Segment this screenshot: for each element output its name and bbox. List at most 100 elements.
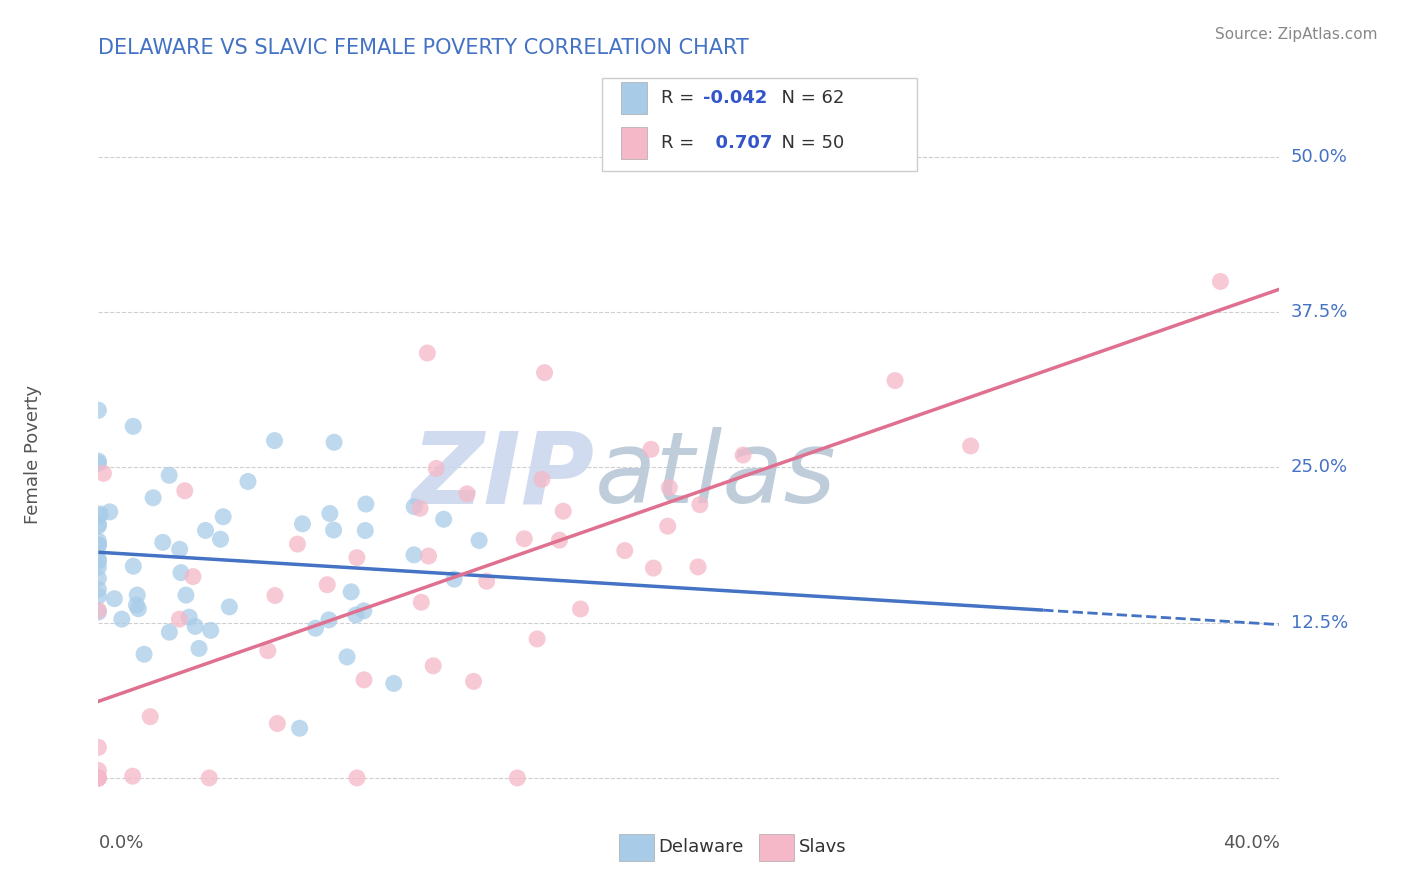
Text: Slavs: Slavs [799,838,846,856]
Point [87,771,110,785]
Point [336,649,359,664]
Point [173,483,195,498]
Point [346,550,368,565]
Point [657,519,679,533]
Point [93,467,115,481]
Point [127,601,149,615]
Text: 0.0%: 0.0% [98,834,143,852]
Point [884,374,907,388]
Point [87,508,110,523]
Point [87,560,110,574]
Point [569,602,592,616]
Point [733,448,755,462]
Point [354,524,377,538]
Point [318,613,340,627]
Point [179,610,201,624]
Point [87,589,110,603]
Text: 0.707: 0.707 [703,134,772,152]
Text: 25.0%: 25.0% [1291,458,1348,476]
Point [87,538,110,552]
Point [98,505,121,519]
Point [353,673,375,687]
Point [111,612,134,626]
Text: 37.5%: 37.5% [1291,303,1348,321]
Point [236,475,259,489]
Text: 12.5%: 12.5% [1291,614,1348,632]
Point [422,658,444,673]
Point [87,582,110,597]
Point [425,461,447,475]
Point [304,621,326,635]
Point [87,456,110,470]
Point [959,439,981,453]
Point [443,572,465,586]
Point [533,366,555,380]
Text: R =: R = [661,134,700,152]
Point [340,585,363,599]
Point [266,716,288,731]
Point [291,516,314,531]
Point [152,535,174,549]
Text: N = 50: N = 50 [770,134,845,152]
Point [87,534,110,549]
Point [87,764,110,778]
Text: Delaware: Delaware [658,838,744,856]
Text: DELAWARE VS SLAVIC FEMALE POVERTY CORRELATION CHART: DELAWARE VS SLAVIC FEMALE POVERTY CORREL… [98,38,749,58]
Point [526,632,548,646]
Point [169,542,191,557]
Point [157,468,180,483]
Point [316,578,339,592]
Point [87,771,110,785]
Point [319,507,342,521]
Point [689,498,711,512]
Point [87,538,110,552]
Point [212,509,235,524]
Point [402,548,425,562]
Point [87,603,110,617]
Point [411,595,433,609]
Text: R =: R = [661,89,700,107]
Point [87,605,110,619]
Point [184,619,207,633]
Point [463,674,485,689]
Point [200,624,222,638]
Point [433,512,456,526]
Point [132,647,155,661]
Text: Female Poverty: Female Poverty [24,385,42,524]
Point [640,442,662,457]
Point [87,552,110,566]
Point [382,676,405,690]
Point [416,346,439,360]
Point [188,641,211,656]
Point [264,589,287,603]
Point [157,625,180,640]
Point [418,549,440,563]
Point [409,501,432,516]
Point [122,559,145,574]
Point [142,491,165,505]
Point [87,454,110,468]
Point [87,771,110,785]
Point [456,487,478,501]
Point [174,588,197,602]
Point [89,507,111,521]
Point [87,740,110,755]
Point [344,607,367,622]
Point [553,504,575,518]
Point [181,569,204,583]
Point [658,481,681,495]
Point [613,543,636,558]
Point [87,403,110,417]
Text: N = 62: N = 62 [770,89,845,107]
Point [87,771,110,785]
Text: 40.0%: 40.0% [1223,834,1279,852]
Point [1209,275,1232,289]
Point [475,574,498,589]
Text: -0.042: -0.042 [703,89,768,107]
Point [218,599,240,614]
Point [257,643,280,657]
Point [404,500,426,514]
Text: 50.0%: 50.0% [1291,148,1347,166]
Point [643,561,665,575]
Point [353,604,375,618]
